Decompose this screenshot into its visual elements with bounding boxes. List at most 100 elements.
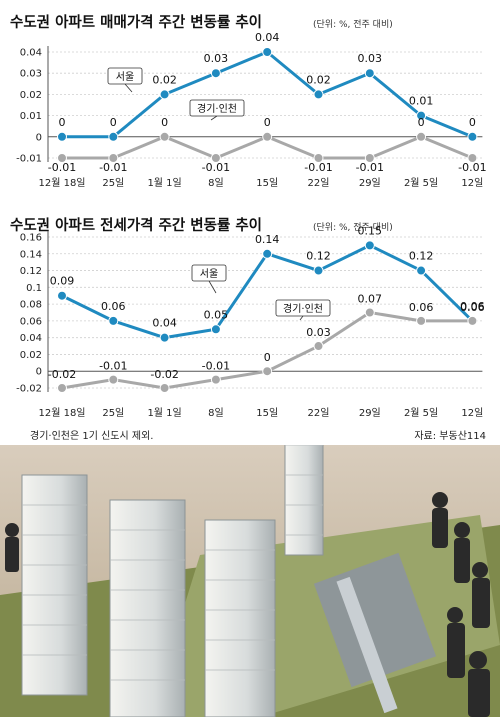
series-name: 경기·인천 <box>283 302 323 315</box>
data-point <box>262 248 273 259</box>
sale-price-chart: 수도권 아파트 매매가격 주간 변동률 추이 (단위: %, 전주 대비) 0.… <box>10 13 487 189</box>
series-label-box <box>191 264 227 282</box>
x-tick-label: 25일 <box>102 177 124 189</box>
model-house-photo <box>0 445 500 717</box>
data-point <box>313 341 324 352</box>
x-tick-label: 12월 18일 <box>38 177 85 189</box>
data-point <box>57 383 67 393</box>
y-tick-label: 0.12 <box>20 266 42 277</box>
data-point <box>108 374 119 385</box>
x-tick-label: 22일 <box>308 407 330 419</box>
unit-note: (단위: %, 전주 대비) <box>313 222 393 233</box>
data-label: 0 <box>161 116 168 129</box>
data-point <box>262 47 273 57</box>
x-tick-label: 1월 1일 <box>147 407 181 419</box>
series-label-pointer <box>208 280 217 294</box>
data-point <box>364 240 375 251</box>
data-point <box>364 68 375 79</box>
data-point <box>210 374 221 385</box>
x-tick-label: 2월 5일 <box>404 177 438 189</box>
data-point <box>210 68 221 79</box>
chart-title: 수도권 아파트 매매가격 주간 변동률 추이 <box>10 13 262 31</box>
series-name: 서울 <box>116 71 134 83</box>
x-tick-label: 12월 18일 <box>38 407 85 419</box>
data-point <box>108 315 119 326</box>
x-tick-label: 29일 <box>359 407 381 419</box>
series-label-box <box>107 67 143 85</box>
data-point <box>108 131 119 142</box>
data-label: 0.15 <box>358 224 383 237</box>
data-point <box>313 153 324 163</box>
data-label: 0 <box>264 116 271 129</box>
data-point <box>416 315 427 326</box>
data-label: 0.04 <box>255 31 280 44</box>
data-label: 0.06 <box>460 301 485 314</box>
data-label: -0.01 <box>48 161 76 174</box>
data-point <box>364 307 375 318</box>
data-label: -0.01 <box>99 360 127 373</box>
data-point <box>364 153 375 163</box>
data-point <box>159 332 170 343</box>
data-point <box>262 366 273 377</box>
chart-title: 수도권 아파트 전세가격 주간 변동률 추이 <box>10 216 262 234</box>
data-label: 0.02 <box>306 73 331 86</box>
data-label: 0.02 <box>152 73 177 86</box>
x-tick-label: 8일 <box>208 177 224 189</box>
x-tick-label: 25일 <box>102 407 124 419</box>
y-tick-label: -0.01 <box>16 154 42 165</box>
y-tick-label: 0.04 <box>20 48 42 59</box>
data-label: -0.01 <box>99 161 127 174</box>
data-label: -0.02 <box>48 368 76 381</box>
data-label: 0.01 <box>409 95 434 108</box>
y-tick-label: 0.1 <box>26 283 42 294</box>
data-point <box>416 131 427 142</box>
x-tick-label: 12일 <box>461 177 483 189</box>
data-label: 0.09 <box>50 275 75 288</box>
data-label: -0.01 <box>356 161 384 174</box>
data-label: 0 <box>59 116 66 129</box>
data-label: 0.06 <box>460 300 485 313</box>
x-tick-label: 2월 5일 <box>404 407 438 419</box>
y-tick-label: 0 <box>36 132 42 143</box>
x-tick-label: 15일 <box>256 407 278 419</box>
x-tick-label: 29일 <box>359 177 381 189</box>
data-label: -0.01 <box>304 161 332 174</box>
data-label: 0 <box>418 116 425 129</box>
series-name: 서울 <box>200 268 218 280</box>
y-tick-label: 0.02 <box>20 350 42 361</box>
data-label: 0.03 <box>306 326 331 339</box>
data-point <box>467 153 478 163</box>
data-point <box>467 131 478 142</box>
data-label: 0 <box>264 351 271 364</box>
y-tick-label: 0.06 <box>20 316 42 327</box>
x-tick-label: 1월 1일 <box>147 177 181 189</box>
data-label: 0.04 <box>152 317 177 330</box>
y-tick-label: 0.14 <box>20 249 42 260</box>
data-point <box>159 89 170 100</box>
data-label: -0.01 <box>202 161 230 174</box>
data-point <box>210 153 221 163</box>
data-label: 0.03 <box>358 52 383 65</box>
data-label: 0 <box>469 116 476 129</box>
series-label-box <box>189 99 245 117</box>
x-tick-label: 8일 <box>208 407 224 419</box>
data-label: -0.01 <box>458 161 486 174</box>
data-label: -0.02 <box>150 368 178 381</box>
y-tick-label: 0.01 <box>20 111 42 122</box>
data-label: 0.06 <box>409 301 434 314</box>
data-point <box>313 265 324 276</box>
plot-area: 0.16 0.14 0.12 0.1 0.08 0.06 0.04 0.02 0 -0.02 12월… <box>16 224 485 419</box>
x-tick-label: 12일 <box>461 407 483 419</box>
series-label-pointer <box>210 115 218 121</box>
y-tick-label: -0.02 <box>16 384 42 395</box>
data-point <box>262 131 273 142</box>
data-point <box>108 153 119 163</box>
data-point <box>313 89 324 100</box>
data-label: -0.01 <box>202 360 230 373</box>
unit-note: (단위: %, 전주 대비) <box>313 19 393 30</box>
data-point <box>57 290 67 301</box>
data-point <box>416 265 427 276</box>
y-tick-label: 0.03 <box>20 69 42 80</box>
x-tick-label: 15일 <box>256 177 278 189</box>
data-label: 0.03 <box>204 52 229 65</box>
